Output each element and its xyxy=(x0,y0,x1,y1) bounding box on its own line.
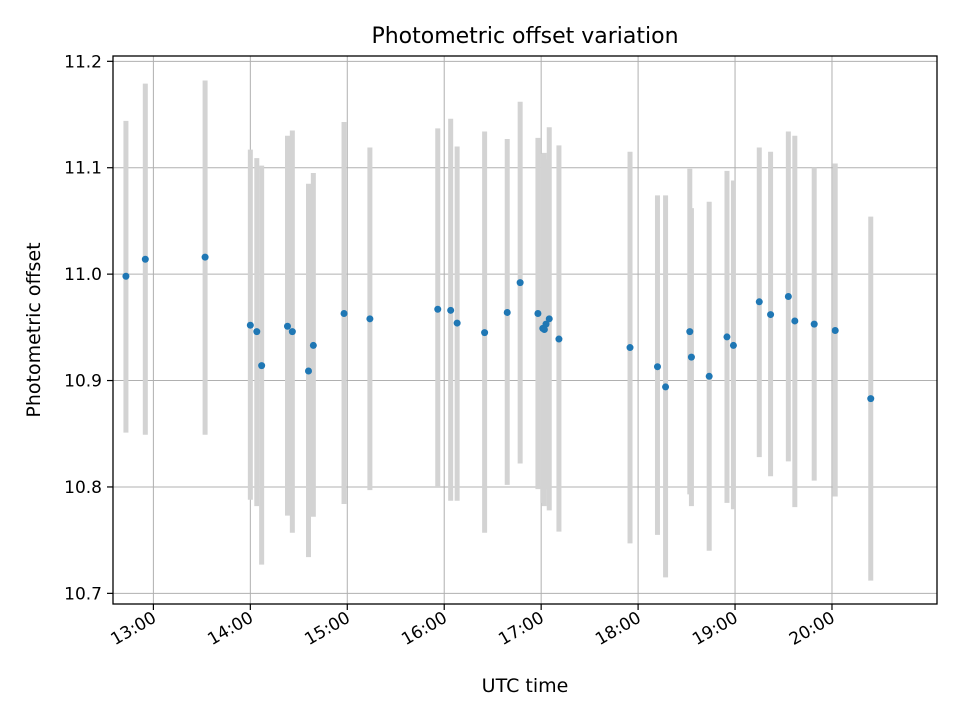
y-tick-label: 11.1 xyxy=(64,159,102,179)
plot-frame xyxy=(112,55,938,605)
data-point xyxy=(503,308,511,316)
data-point xyxy=(867,395,875,403)
data-point xyxy=(767,311,775,319)
data-point xyxy=(447,306,455,314)
y-axis-ticks: 10.7 10.8 10.9 11.0 11.1 11.2 xyxy=(64,52,113,604)
data-point xyxy=(729,341,737,349)
data-point xyxy=(705,372,713,380)
y-tick-label: 10.8 xyxy=(64,478,102,498)
y-tick-label: 10.9 xyxy=(64,372,102,392)
data-point xyxy=(626,344,634,352)
data-point xyxy=(545,315,553,323)
data-point xyxy=(253,328,261,336)
data-points xyxy=(122,253,875,403)
data-point xyxy=(686,328,694,336)
data-point xyxy=(540,325,548,333)
x-axis-label: UTC time xyxy=(482,675,569,697)
y-tick-label: 11.2 xyxy=(64,52,102,72)
data-point xyxy=(810,320,818,328)
y-tick-label: 10.7 xyxy=(64,584,102,604)
data-point xyxy=(141,255,149,263)
data-point xyxy=(516,279,524,287)
data-point xyxy=(258,362,266,370)
data-point xyxy=(687,353,695,361)
data-point xyxy=(246,321,254,329)
data-point xyxy=(662,383,670,391)
data-point xyxy=(784,292,792,300)
data-point xyxy=(791,317,799,325)
data-point xyxy=(653,363,661,371)
data-point xyxy=(481,329,489,337)
data-point xyxy=(555,335,563,343)
data-point xyxy=(122,272,130,280)
data-point xyxy=(755,298,763,306)
data-point xyxy=(434,305,442,313)
data-point xyxy=(542,320,550,328)
data-point xyxy=(288,328,296,336)
data-point xyxy=(283,322,291,330)
y-tick-label: 11.0 xyxy=(64,265,102,285)
data-point xyxy=(534,310,542,318)
data-point xyxy=(723,333,731,341)
data-point xyxy=(453,319,461,327)
data-point xyxy=(366,315,374,323)
data-point xyxy=(201,253,209,261)
data-point xyxy=(831,327,839,335)
chart-title: Photometric offset variation xyxy=(371,24,678,49)
data-point xyxy=(340,310,348,318)
data-point xyxy=(304,367,312,375)
y-axis-label: Photometric offset xyxy=(23,242,45,417)
data-point xyxy=(309,341,317,349)
